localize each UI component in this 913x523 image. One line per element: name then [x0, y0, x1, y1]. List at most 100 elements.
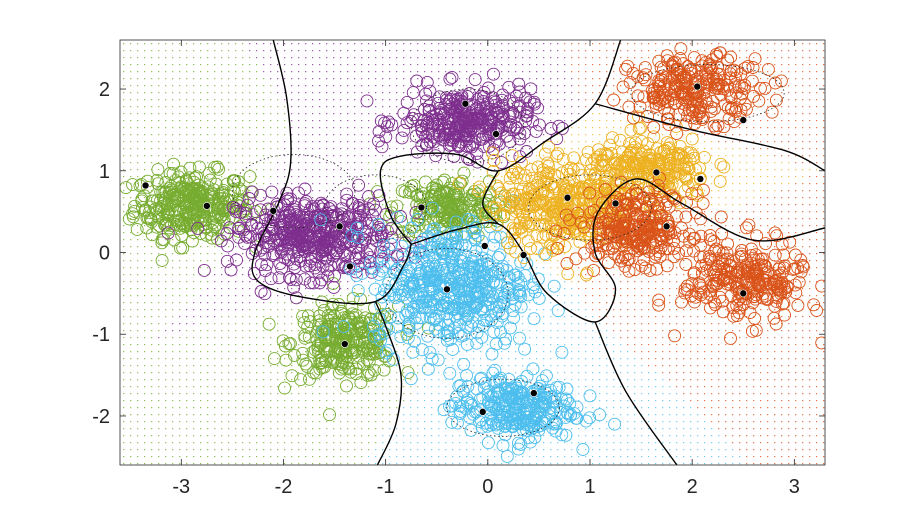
data-point: [520, 105, 534, 119]
data-point: [711, 67, 725, 81]
density-contour: [231, 154, 356, 229]
data-point: [668, 329, 682, 343]
data-point: [567, 407, 581, 421]
data-point: [500, 449, 514, 463]
data-point: [631, 70, 645, 84]
data-point: [416, 284, 430, 298]
y-tick-label: -1: [92, 324, 110, 346]
data-point: [171, 214, 185, 228]
data-point: [688, 117, 702, 131]
data-point: [487, 154, 501, 167]
data-point: [683, 63, 697, 77]
data-point: [668, 97, 681, 111]
data-point: [503, 94, 517, 108]
data-point: [421, 259, 435, 273]
data-point: [560, 406, 574, 420]
data-point: [504, 195, 518, 209]
data-point: [446, 109, 459, 123]
data-point: [514, 300, 528, 314]
data-point: [312, 266, 326, 280]
data-point: [489, 95, 503, 109]
data-point: [409, 239, 423, 253]
data-point: [523, 242, 537, 256]
data-point: [298, 329, 312, 343]
data-point: [664, 168, 678, 182]
data-point: [332, 257, 346, 271]
data-point: [127, 204, 141, 218]
data-point: [198, 198, 212, 212]
data-point: [454, 378, 468, 392]
center-marker: [739, 289, 748, 298]
data-point: [493, 300, 506, 314]
data-point: [348, 251, 362, 265]
data-point: [429, 149, 443, 163]
data-point: [368, 282, 382, 296]
data-point: [264, 272, 278, 286]
data-point: [378, 326, 392, 340]
data-point: [396, 288, 410, 302]
data-point: [744, 280, 758, 294]
data-point: [312, 318, 326, 332]
data-point: [474, 124, 488, 138]
data-point: [685, 132, 699, 146]
data-point: [220, 254, 234, 268]
data-point: [749, 323, 763, 337]
data-point: [367, 197, 380, 211]
data-point: [633, 219, 646, 233]
data-point: [328, 269, 341, 283]
data-point: [502, 390, 516, 404]
data-point: [639, 203, 653, 217]
data-point: [780, 280, 794, 294]
data-point: [712, 251, 726, 265]
data-point: [327, 226, 341, 240]
data-point: [721, 237, 735, 251]
data-point: [466, 407, 480, 421]
data-point: [446, 343, 460, 356]
data-point: [506, 107, 519, 121]
data-point: [441, 325, 455, 338]
data-point: [536, 194, 550, 207]
data-point: [709, 47, 723, 61]
data-point: [654, 209, 668, 222]
center-marker: [269, 207, 278, 215]
data-point: [713, 175, 727, 188]
data-point: [188, 197, 202, 211]
data-point: [485, 347, 499, 361]
center-marker: [739, 116, 748, 124]
data-point: [479, 284, 493, 298]
data-point: [610, 153, 624, 167]
data-point: [395, 239, 409, 253]
data-point: [472, 319, 486, 333]
data-point: [528, 285, 542, 299]
data-point: [305, 200, 319, 214]
data-point: [130, 223, 144, 236]
data-point: [345, 341, 359, 355]
data-point: [561, 407, 575, 421]
data-point: [467, 184, 481, 198]
data-point: [192, 178, 206, 192]
data-point: [157, 191, 170, 205]
center-marker: [346, 262, 354, 271]
data-point: [618, 249, 632, 263]
data-point: [674, 157, 688, 171]
data-point: [269, 227, 283, 241]
data-point: [499, 394, 512, 408]
data-point: [506, 304, 520, 318]
data-point: [497, 208, 511, 222]
data-point: [420, 262, 434, 276]
data-point: [607, 93, 621, 107]
data-point: [776, 297, 789, 311]
data-point: [472, 184, 486, 198]
data-point: [445, 415, 459, 429]
data-point: [428, 322, 442, 336]
data-point: [711, 273, 725, 287]
data-point: [494, 208, 507, 222]
data-point: [224, 263, 238, 277]
data-point: [543, 406, 557, 420]
data-point: [171, 188, 185, 202]
data-point: [792, 275, 806, 289]
data-point: [707, 268, 721, 282]
data-point: [179, 175, 193, 188]
data-point: [486, 211, 500, 225]
data-point: [461, 379, 475, 393]
